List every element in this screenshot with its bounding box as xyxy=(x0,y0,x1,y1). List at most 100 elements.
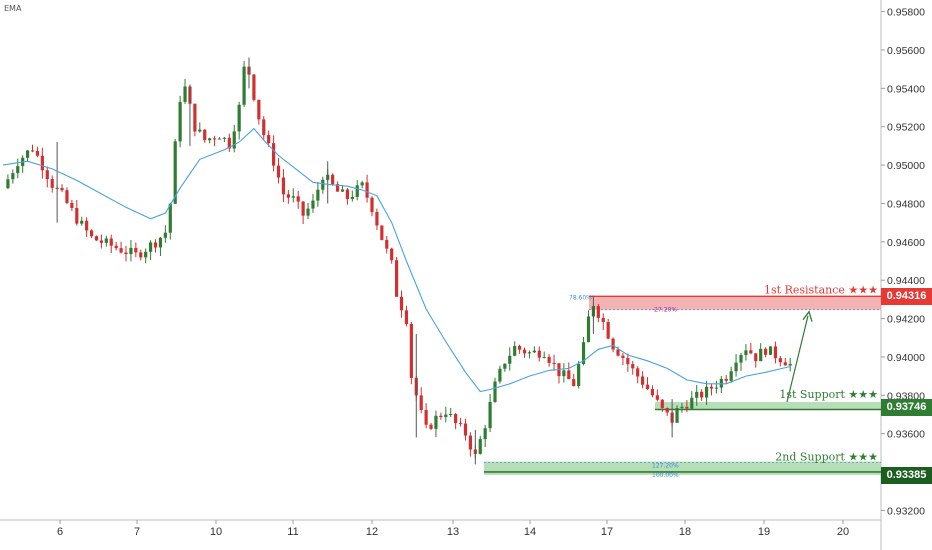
candle-body xyxy=(714,387,718,389)
candle-body xyxy=(109,238,113,246)
candle-body xyxy=(660,399,664,409)
candle-body xyxy=(134,247,138,253)
candle-body xyxy=(522,349,527,354)
candle-body xyxy=(518,346,522,350)
candle-body xyxy=(385,239,389,249)
candle-body xyxy=(724,378,728,381)
candle-body xyxy=(754,353,758,362)
support1-label: 1st Support ★★★ xyxy=(779,388,878,401)
projection-arrow-line xyxy=(786,315,809,403)
candle-body xyxy=(395,260,399,297)
candle-body xyxy=(89,230,94,237)
x-tick-label: 6 xyxy=(57,526,63,538)
candle-body xyxy=(458,423,463,425)
candle-body xyxy=(572,379,576,386)
candle-body xyxy=(690,397,694,409)
candle-body xyxy=(306,208,310,216)
candle-body xyxy=(773,346,778,359)
candle-body xyxy=(193,103,197,132)
candle-body xyxy=(335,184,340,192)
x-tick-label: 17 xyxy=(601,526,613,538)
candle-body xyxy=(272,143,276,166)
candle-body xyxy=(286,194,290,198)
candle-body xyxy=(370,197,374,213)
candle-body xyxy=(478,439,482,454)
x-tick-label: 19 xyxy=(758,526,770,538)
ema-indicator-label[interactable]: EMA xyxy=(4,4,22,13)
y-tick-label: 0.94200 xyxy=(887,314,925,326)
candle-body xyxy=(729,371,733,381)
candle-body xyxy=(94,236,99,241)
x-tick-label: 20 xyxy=(837,526,849,538)
candle-body xyxy=(208,138,212,141)
candle-body xyxy=(498,368,502,382)
candle-body xyxy=(178,101,182,142)
candle-body xyxy=(650,389,655,396)
candle-body xyxy=(719,378,723,388)
candle-body xyxy=(655,395,659,400)
candle-body xyxy=(675,408,679,423)
candle-body xyxy=(139,252,143,258)
candle-body xyxy=(267,135,271,144)
candle-body xyxy=(537,350,541,358)
candle-body xyxy=(35,150,40,156)
candle-body xyxy=(203,129,207,141)
candle-body xyxy=(11,173,15,180)
candle-body xyxy=(124,252,128,255)
candle-body xyxy=(768,346,773,355)
candle-body xyxy=(611,338,615,350)
candle-body xyxy=(488,401,492,429)
candle-body xyxy=(439,415,443,418)
candle-body xyxy=(129,247,133,255)
candle-body xyxy=(168,203,172,233)
fib-label-top: 78.60% xyxy=(569,294,592,301)
x-tick-label: 10 xyxy=(210,526,222,538)
candle-body xyxy=(331,174,335,185)
candle-body xyxy=(365,182,369,198)
x-tick-label: 11 xyxy=(287,526,298,538)
candle-body xyxy=(513,346,517,356)
candle-body xyxy=(345,189,349,199)
candle-body xyxy=(232,131,236,149)
candle-body xyxy=(50,179,54,188)
y-tick-label: 0.95400 xyxy=(887,83,925,95)
candle-body xyxy=(645,384,650,390)
y-tick-label: 0.94400 xyxy=(887,275,925,287)
candle-body xyxy=(616,349,620,356)
candle-body xyxy=(227,137,231,149)
candle-body xyxy=(463,423,468,436)
candle-body xyxy=(596,306,600,318)
candle-body xyxy=(483,428,487,440)
candle-body xyxy=(444,414,448,418)
candle-body xyxy=(749,350,753,354)
candle-body xyxy=(685,406,689,409)
candle-body xyxy=(454,414,458,424)
candle-body xyxy=(212,138,217,140)
candle-body xyxy=(409,323,413,378)
fib-label-support2-top: 127.20% xyxy=(652,462,679,469)
candle-body xyxy=(262,119,266,136)
y-tick-label: 0.93200 xyxy=(887,505,925,517)
candle-body xyxy=(173,141,177,204)
resistance-price-tag: 0.94316 xyxy=(881,288,932,306)
candle-body xyxy=(567,370,571,380)
resistance-label: 1st Resistance ★★★ xyxy=(764,283,878,296)
candle-body xyxy=(493,381,497,402)
candle-body xyxy=(626,357,630,365)
candle-body xyxy=(532,350,536,353)
candle-body xyxy=(641,376,645,385)
candle-body xyxy=(449,414,453,416)
candle-body xyxy=(380,225,384,240)
candle-body xyxy=(65,190,69,203)
candle-body xyxy=(316,189,320,201)
candle-body xyxy=(547,356,551,363)
candle-body xyxy=(778,358,782,363)
candle-body xyxy=(6,179,10,189)
candle-body xyxy=(114,245,118,249)
candle-body xyxy=(311,200,315,209)
candle-body xyxy=(360,182,364,186)
candle-body xyxy=(296,196,300,202)
candle-body xyxy=(99,240,103,243)
y-tick-label: 0.93600 xyxy=(887,429,925,441)
